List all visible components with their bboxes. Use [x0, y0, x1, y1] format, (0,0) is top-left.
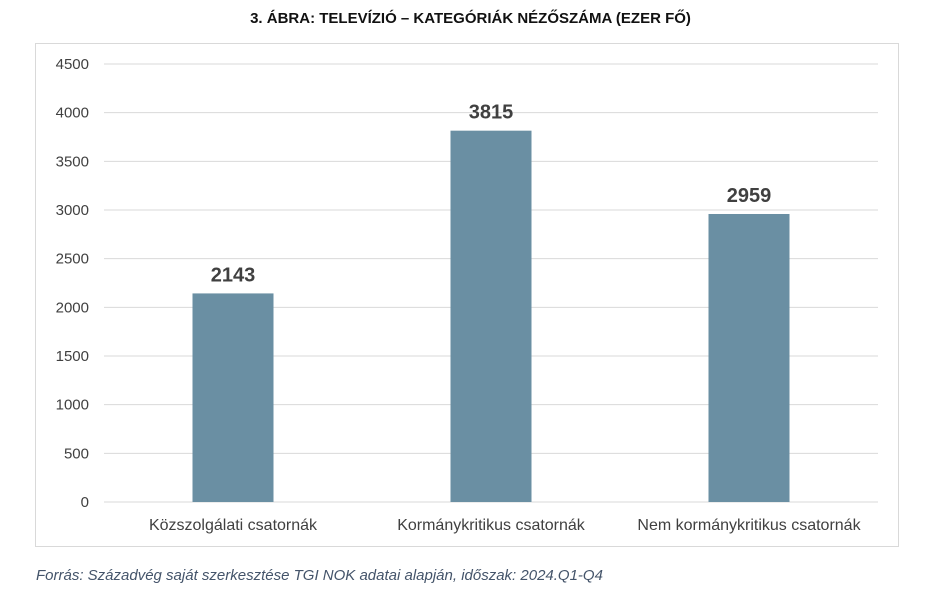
- y-tick-label: 4500: [56, 56, 89, 73]
- x-category-label: Nem kormánykritikus csatornák: [637, 517, 861, 534]
- chart-title: 3. ÁBRA: TELEVÍZIÓ – KATEGÓRIÁK NÉZŐSZÁM…: [250, 10, 691, 27]
- y-tick-label: 2000: [56, 299, 89, 316]
- x-category-label: Közszolgálati csatornák: [149, 517, 318, 534]
- y-tick-label: 0: [81, 494, 89, 511]
- y-tick-label: 2500: [56, 251, 89, 268]
- chart-frame: [35, 43, 899, 547]
- y-tick-label: 500: [64, 445, 89, 462]
- data-label: 3815: [469, 102, 514, 124]
- y-tick-label: 4000: [56, 105, 89, 122]
- bar: [708, 213, 790, 502]
- data-label: 2143: [211, 264, 256, 286]
- y-tick-label: 3500: [56, 153, 89, 170]
- y-tick-label: 1500: [56, 348, 89, 365]
- source-note: Forrás: Századvég saját szerkesztése TGI…: [36, 567, 603, 584]
- bar: [192, 293, 274, 502]
- bar: [450, 130, 532, 502]
- data-label: 2959: [727, 185, 772, 207]
- y-tick-label: 1000: [56, 397, 89, 414]
- x-category-label: Kormánykritikus csatornák: [397, 517, 586, 534]
- y-tick-label: 3000: [56, 202, 89, 219]
